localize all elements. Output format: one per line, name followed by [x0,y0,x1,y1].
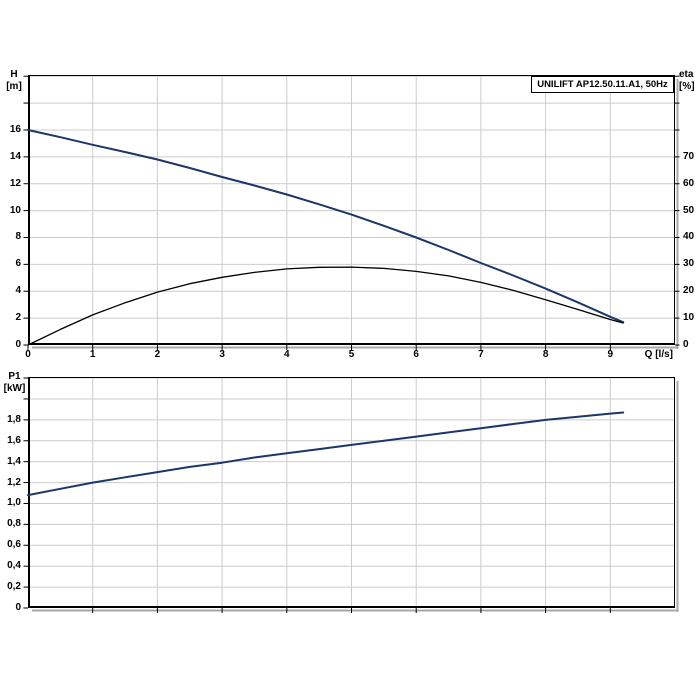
p1-axis-tick-label: 1,0 [7,497,21,509]
p1-axis-tick-label: 1,2 [7,476,21,488]
eta-axis-tick-label: 40 [683,231,695,243]
efficiency-curve-eta [27,266,624,346]
h-axis-header: H [m] [2,69,26,93]
h-axis-tick-label: 12 [9,177,21,189]
eta-axis-tick-label: 10 [683,312,695,324]
p1-axis-tick-label: 1,4 [7,455,21,467]
p1-axis-tick-label: 0,6 [7,539,21,551]
q-axis-tick-label: 9 [607,349,614,360]
q-axis-tick-label: 7 [478,349,484,360]
p1-axis-header-line1: P1 [8,371,21,382]
p1-axis-tick-label: 0,2 [7,581,21,593]
eta-axis-tick-label: 30 [683,258,695,270]
q-axis-tick-label: 8 [542,349,549,360]
power-curve-P1 [27,411,625,497]
h-axis-tick-label: 2 [15,312,21,324]
plot-border [28,377,675,608]
h-axis-header-line1: H [10,69,18,80]
h-axis-tick-label: 14 [9,150,21,162]
h-axis-tick-label: 10 [9,204,21,216]
h-axis-tick-label: 4 [15,285,21,297]
head-curve-QH [27,129,625,324]
q-axis-tick-label: 4 [284,349,290,360]
q-axis-tick-label: 2 [154,349,161,360]
p1-axis-tick-label: 0,8 [7,518,21,530]
p1-axis-header-line2: [kW] [3,383,26,394]
p1-axis-tick-label: 0,4 [7,560,21,572]
eta-axis-tick-label: 0 [683,339,689,350]
q-axis-tick-label: 1 [89,349,96,360]
eta-axis-tick-label: 50 [683,204,695,216]
q-axis-tick-label: 3 [219,349,225,360]
q-axis-tick-label: 6 [413,349,419,360]
p1-axis-header: P1 [kW] [1,371,28,395]
q-axis-label: Q [l/s] [644,349,673,360]
eta-axis-tick-label: 20 [683,285,695,297]
q-axis-tick-label: 0 [25,349,31,360]
chart-title-box: UNILIFT AP12.50.11.A1, 50Hz [531,76,674,93]
eta-axis-tick-label: 70 [683,150,695,162]
eta-axis-tick-label: 60 [683,177,695,189]
eta-axis-header-line1: eta [679,69,694,80]
p1-axis-tick-label: 0 [15,602,21,613]
h-axis-tick-label: 0 [15,339,21,350]
p1-axis-tick-label: 1,8 [7,413,21,425]
h-axis-tick-label: 16 [9,123,21,135]
q-axis-tick-label: 5 [348,349,355,360]
p1-axis-tick-label: 1,6 [7,434,21,446]
plot-border [28,75,675,345]
eta-axis-header: eta [%] [679,69,700,93]
h-axis-tick-label: 6 [15,258,21,270]
eta-axis-header-line2: [%] [679,81,695,92]
h-axis-tick-label: 8 [15,231,21,243]
h-axis-header-line2: [m] [6,81,22,92]
